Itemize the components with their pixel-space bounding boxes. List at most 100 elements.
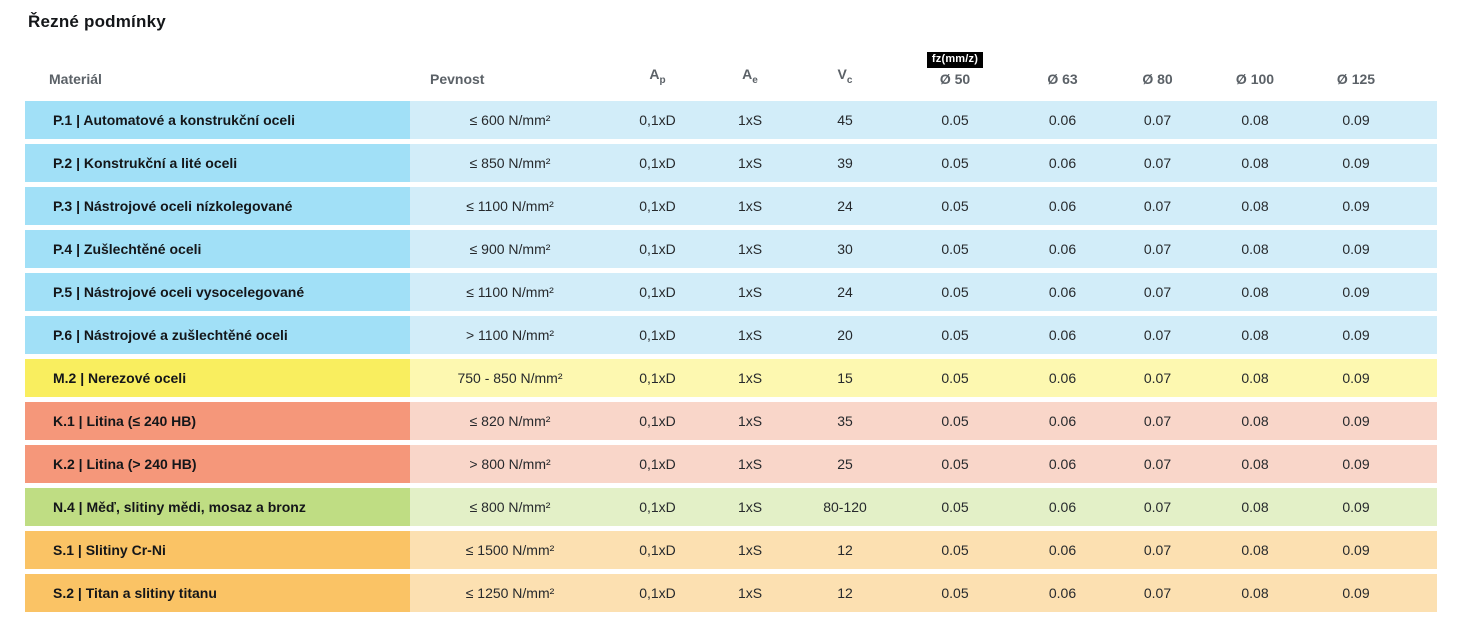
vc-cell: 24 xyxy=(795,272,895,311)
pevnost-cell: ≤ 900 N/mm² xyxy=(410,229,610,268)
ap-cell: 0,1xD xyxy=(610,444,705,483)
fz-d100-cell: 0.08 xyxy=(1205,100,1305,139)
pevnost-cell: ≤ 1100 N/mm² xyxy=(410,272,610,311)
fz-d50-cell: 0.05 xyxy=(895,315,1015,354)
column-header-material: Materiál xyxy=(25,45,410,96)
vc-cell: 39 xyxy=(795,143,895,182)
vc-cell: 30 xyxy=(795,229,895,268)
ae-symbol: A xyxy=(742,66,753,83)
fz-d50-cell: 0.05 xyxy=(895,143,1015,182)
pevnost-cell: ≤ 800 N/mm² xyxy=(410,487,610,526)
vc-cell: 45 xyxy=(795,100,895,139)
ae-cell: 1xS xyxy=(705,401,795,440)
material-label: M.2 | Nerezové oceli xyxy=(53,369,187,386)
material-cell: P.5 | Nástrojové oceli vysocelegované xyxy=(25,272,410,311)
ap-symbol: A xyxy=(649,66,660,83)
vc-symbol: V xyxy=(837,66,847,83)
fz-d50-cell: 0.05 xyxy=(895,444,1015,483)
fz-d100-cell: 0.08 xyxy=(1205,272,1305,311)
page-title: Řezné podmínky xyxy=(28,12,166,31)
fz-d80-cell: 0.07 xyxy=(1110,315,1205,354)
ap-cell: 0,1xD xyxy=(610,315,705,354)
fz-d125-cell: 0.09 xyxy=(1305,401,1437,440)
material-label: P.5 | Nástrojové oceli vysocelegované xyxy=(53,283,305,300)
pevnost-cell: > 1100 N/mm² xyxy=(410,315,610,354)
column-header-d100: Ø 100 xyxy=(1205,45,1305,96)
fz-d63-cell: 0.06 xyxy=(1015,444,1110,483)
fz-d80-cell: 0.07 xyxy=(1110,272,1205,311)
fz-d50-cell: 0.05 xyxy=(895,229,1015,268)
fz-d125-cell: 0.09 xyxy=(1305,315,1437,354)
column-header-vc: Vc xyxy=(795,45,895,96)
fz-d125-cell: 0.09 xyxy=(1305,100,1437,139)
table-row: P.3 | Nástrojové oceli nízkolegované ≤ 1… xyxy=(25,186,1437,225)
ap-cell: 0,1xD xyxy=(610,530,705,569)
ae-cell: 1xS xyxy=(705,272,795,311)
fz-d50-cell: 0.05 xyxy=(895,401,1015,440)
ae-cell: 1xS xyxy=(705,143,795,182)
table-row: P.6 | Nástrojové a zušlechtěné oceli > 1… xyxy=(25,315,1437,354)
fz-d80-cell: 0.07 xyxy=(1110,401,1205,440)
pevnost-cell: > 800 N/mm² xyxy=(410,444,610,483)
fz-d63-cell: 0.06 xyxy=(1015,358,1110,397)
fz-d63-cell: 0.06 xyxy=(1015,315,1110,354)
fz-d100-cell: 0.08 xyxy=(1205,530,1305,569)
fz-d125-cell: 0.09 xyxy=(1305,229,1437,268)
material-cell: K.2 | Litina (> 240 HB) xyxy=(25,444,410,483)
fz-d80-cell: 0.07 xyxy=(1110,573,1205,612)
vc-cell: 24 xyxy=(795,186,895,225)
fz-d100-cell: 0.08 xyxy=(1205,315,1305,354)
fz-d80-cell: 0.07 xyxy=(1110,358,1205,397)
ae-cell: 1xS xyxy=(705,573,795,612)
ap-cell: 0,1xD xyxy=(610,186,705,225)
material-cell: K.1 | Litina (≤ 240 HB) xyxy=(25,401,410,440)
fz-d100-cell: 0.08 xyxy=(1205,186,1305,225)
fz-d63-cell: 0.06 xyxy=(1015,186,1110,225)
d50-label: Ø 50 xyxy=(939,70,971,87)
vc-cell: 80-120 xyxy=(795,487,895,526)
fz-d50-cell: 0.05 xyxy=(895,487,1015,526)
pevnost-cell: ≤ 600 N/mm² xyxy=(410,100,610,139)
vc-cell: 12 xyxy=(795,573,895,612)
material-label: P.4 | Zušlechtěné oceli xyxy=(53,240,202,257)
fz-d80-cell: 0.07 xyxy=(1110,229,1205,268)
fz-d100-cell: 0.08 xyxy=(1205,401,1305,440)
material-cell: M.2 | Nerezové oceli xyxy=(25,358,410,397)
cutting-conditions-table: Materiál Pevnost Ap Ae Vc fz(mm/z) Ø 50 … xyxy=(25,40,1437,617)
material-cell: P.2 | Konstrukční a lité oceli xyxy=(25,143,410,182)
material-cell: S.1 | Slitiny Cr-Ni xyxy=(25,530,410,569)
material-label: P.2 | Konstrukční a lité oceli xyxy=(53,154,238,171)
fz-d125-cell: 0.09 xyxy=(1305,186,1437,225)
table-row: P.1 | Automatové a konstrukční oceli ≤ 6… xyxy=(25,100,1437,139)
material-cell: P.4 | Zušlechtěné oceli xyxy=(25,229,410,268)
table-row: P.4 | Zušlechtěné oceli ≤ 900 N/mm² 0,1x… xyxy=(25,229,1437,268)
ae-cell: 1xS xyxy=(705,487,795,526)
fz-d80-cell: 0.07 xyxy=(1110,143,1205,182)
ae-cell: 1xS xyxy=(705,186,795,225)
ae-cell: 1xS xyxy=(705,100,795,139)
column-header-d50: fz(mm/z) Ø 50 xyxy=(895,45,1015,96)
pevnost-cell: ≤ 820 N/mm² xyxy=(410,401,610,440)
fz-d100-cell: 0.08 xyxy=(1205,444,1305,483)
pevnost-cell: ≤ 1250 N/mm² xyxy=(410,573,610,612)
material-label: K.1 | Litina (≤ 240 HB) xyxy=(53,412,197,429)
pevnost-cell: ≤ 1100 N/mm² xyxy=(410,186,610,225)
material-label: P.6 | Nástrojové a zušlechtěné oceli xyxy=(53,326,288,343)
fz-d50-cell: 0.05 xyxy=(895,100,1015,139)
fz-d100-cell: 0.08 xyxy=(1205,143,1305,182)
fz-d100-cell: 0.08 xyxy=(1205,573,1305,612)
fz-d80-cell: 0.07 xyxy=(1110,487,1205,526)
fz-d63-cell: 0.06 xyxy=(1015,487,1110,526)
fz-d80-cell: 0.07 xyxy=(1110,100,1205,139)
table-row: P.5 | Nástrojové oceli vysocelegované ≤ … xyxy=(25,272,1437,311)
ap-cell: 0,1xD xyxy=(610,143,705,182)
fz-d125-cell: 0.09 xyxy=(1305,272,1437,311)
fz-d100-cell: 0.08 xyxy=(1205,358,1305,397)
vc-cell: 15 xyxy=(795,358,895,397)
ae-cell: 1xS xyxy=(705,530,795,569)
pevnost-cell: ≤ 850 N/mm² xyxy=(410,143,610,182)
ap-cell: 0,1xD xyxy=(610,100,705,139)
column-header-d63: Ø 63 xyxy=(1015,45,1110,96)
fz-unit-badge: fz(mm/z) xyxy=(926,52,984,68)
